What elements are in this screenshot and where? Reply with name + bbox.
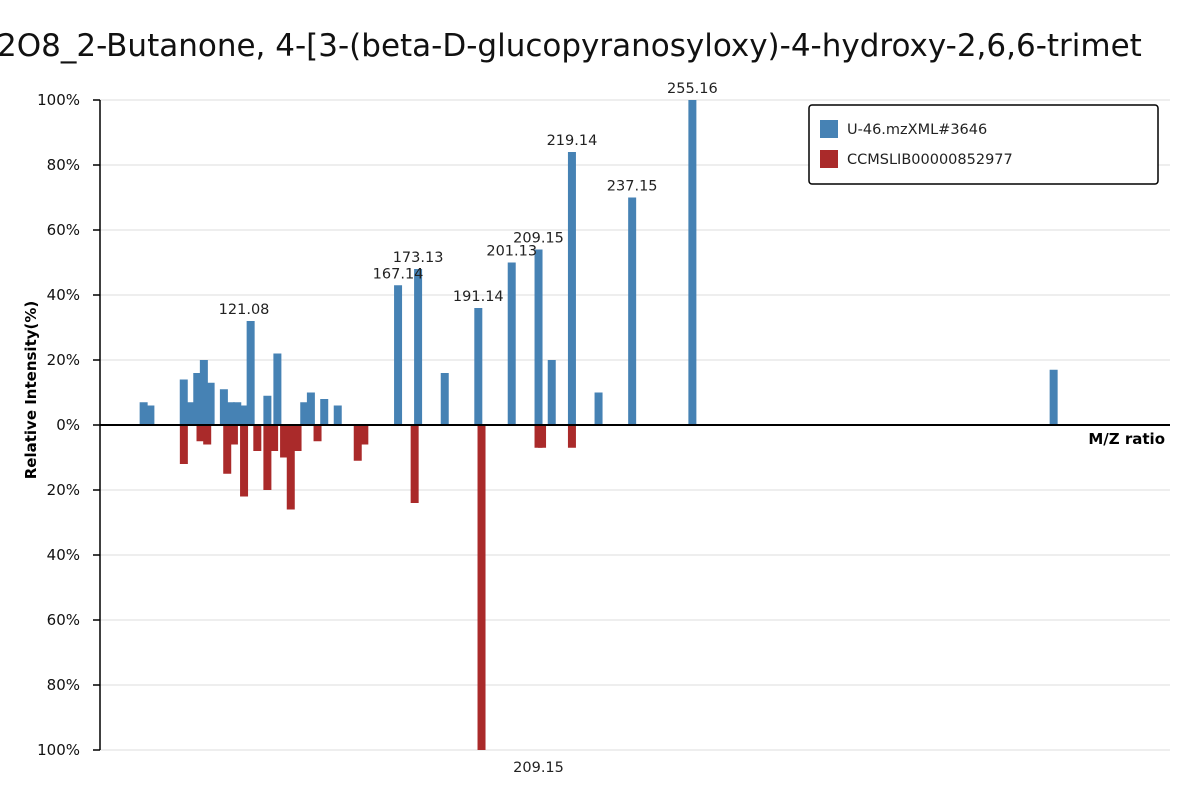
query-peak-bar [547, 360, 556, 425]
library-peak-bar [410, 425, 419, 503]
y-tick-label: 100% [37, 741, 80, 759]
peak-label: 209.15 [513, 760, 564, 776]
query-peak-bar [273, 353, 282, 425]
query-peak-bar [219, 389, 228, 425]
query-peak-bar [394, 285, 403, 425]
y-axis-title: Relative Intensity(%) [22, 301, 40, 480]
query-peak-bar [320, 399, 329, 425]
y-tick-label: 80% [47, 156, 80, 174]
peak-label: 255.16 [667, 81, 718, 97]
y-tick-label: 100% [37, 91, 80, 109]
library-peak-bar [477, 425, 486, 750]
legend-label-library: CCMSLIB00000852977 [847, 152, 1013, 168]
library-peak-bar [286, 425, 295, 510]
library-peak-bar [179, 425, 188, 464]
peak-label: 173.13 [393, 250, 444, 266]
query-peak-bar [688, 100, 697, 425]
legend: U-46.mzXML#3646 CCMSLIB00000852977 [808, 104, 1159, 185]
library-peak-bar [240, 425, 249, 497]
legend-swatch-library [820, 150, 838, 168]
x-axis-title: M/Z ratio [1088, 430, 1165, 448]
peak-label: 191.14 [453, 289, 504, 305]
y-tick-label: 0% [56, 416, 80, 434]
library-peak-bar [293, 425, 302, 451]
query-peak-bar [179, 379, 188, 425]
library-peak-bar [270, 425, 279, 451]
library-peak-bar [263, 425, 272, 490]
query-peak-bar [300, 402, 309, 425]
query-peak-bar [306, 392, 315, 425]
peak-label: 167.14 [373, 266, 424, 282]
query-peak-bar [139, 402, 148, 425]
y-ticks: 100% 80% 60% 40% 20% 0% 20% 40% 60% 80% 100% [37, 91, 100, 759]
y-tick-label: 20% [47, 481, 80, 499]
query-peak-bar [440, 373, 449, 425]
query-peak-bar [534, 249, 543, 425]
query-peak-bar [240, 405, 249, 425]
y-tick-label: 40% [47, 286, 80, 304]
library-peak-bar [313, 425, 322, 442]
peak-label: 237.15 [607, 179, 658, 195]
query-peak-bar [1049, 369, 1058, 425]
peak-label: 201.13 [486, 244, 537, 260]
library-peak-bar [360, 425, 369, 445]
library-peak-bar [538, 425, 547, 448]
query-peak-bar [193, 373, 202, 425]
legend-label-query: U-46.mzXML#3646 [847, 122, 987, 138]
query-peak-bar [333, 405, 342, 425]
library-peak-bar [353, 425, 362, 461]
library-peak-bar [280, 425, 289, 458]
library-peak-bar [223, 425, 232, 474]
query-peak-bar [206, 382, 215, 425]
query-peak-bar [186, 402, 195, 425]
library-peak-bar [229, 425, 238, 445]
library-peak-bar [196, 425, 205, 442]
peak-label: 209.15 [513, 231, 564, 247]
bars [139, 100, 1058, 750]
library-peak-bar [567, 425, 576, 448]
query-peak-bar [199, 360, 208, 425]
y-tick-label: 40% [47, 546, 80, 564]
query-peak-bar [233, 402, 242, 425]
peak-label: 219.14 [547, 133, 598, 149]
y-tick-label: 60% [47, 221, 80, 239]
query-peak-bar [263, 395, 272, 425]
query-peak-bar [474, 308, 483, 425]
y-tick-label: 20% [47, 351, 80, 369]
query-peak-bar [507, 262, 516, 425]
chart-title: 2O8_2-Butanone, 4-[3-(beta-D-glucopyrano… [0, 28, 1142, 64]
query-peak-bar [246, 321, 255, 425]
library-peak-bar [203, 425, 212, 445]
query-peak-bar [628, 197, 637, 425]
y-tick-label: 60% [47, 611, 80, 629]
query-peak-bar [567, 152, 576, 425]
legend-swatch-query [820, 120, 838, 138]
peak-label: 121.08 [219, 302, 270, 318]
library-peak-bar [253, 425, 262, 451]
query-peak-bar [594, 392, 603, 425]
y-tick-label: 80% [47, 676, 80, 694]
query-peak-bar [414, 269, 423, 425]
peak-labels: 121.08167.14173.13191.14201.13209.15219.… [219, 81, 718, 776]
query-peak-bar [146, 405, 155, 425]
legend-box [808, 104, 1159, 185]
query-peak-bar [226, 402, 235, 425]
